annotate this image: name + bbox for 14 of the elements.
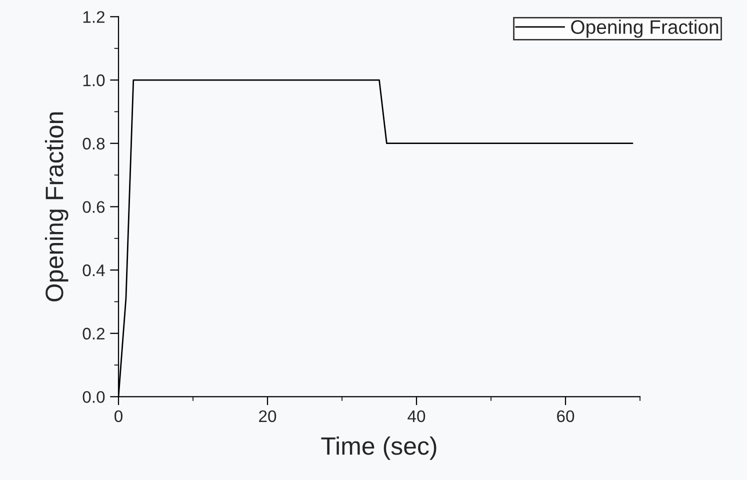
y-tick-label: 0.8 [82,138,105,150]
x-tick-label: 20 [259,410,276,422]
x-tick-label: 60 [557,410,574,422]
y-tick-label: 1.0 [83,74,105,86]
y-tick-label: 1.2 [83,11,104,23]
y-tick-label: 0.0 [82,391,105,403]
x-tick-label: 40 [408,410,426,422]
legend-label: Opening Fraction [571,20,718,38]
y-axis-title: Opening Fraction [44,112,68,302]
x-axis-title: Time (sec) [321,436,436,460]
y-tick-label: 0.4 [82,264,105,276]
x-tick-label: 0 [114,410,122,422]
y-tick-label: 0.6 [82,201,105,213]
y-tick-label: 0.2 [82,328,104,340]
